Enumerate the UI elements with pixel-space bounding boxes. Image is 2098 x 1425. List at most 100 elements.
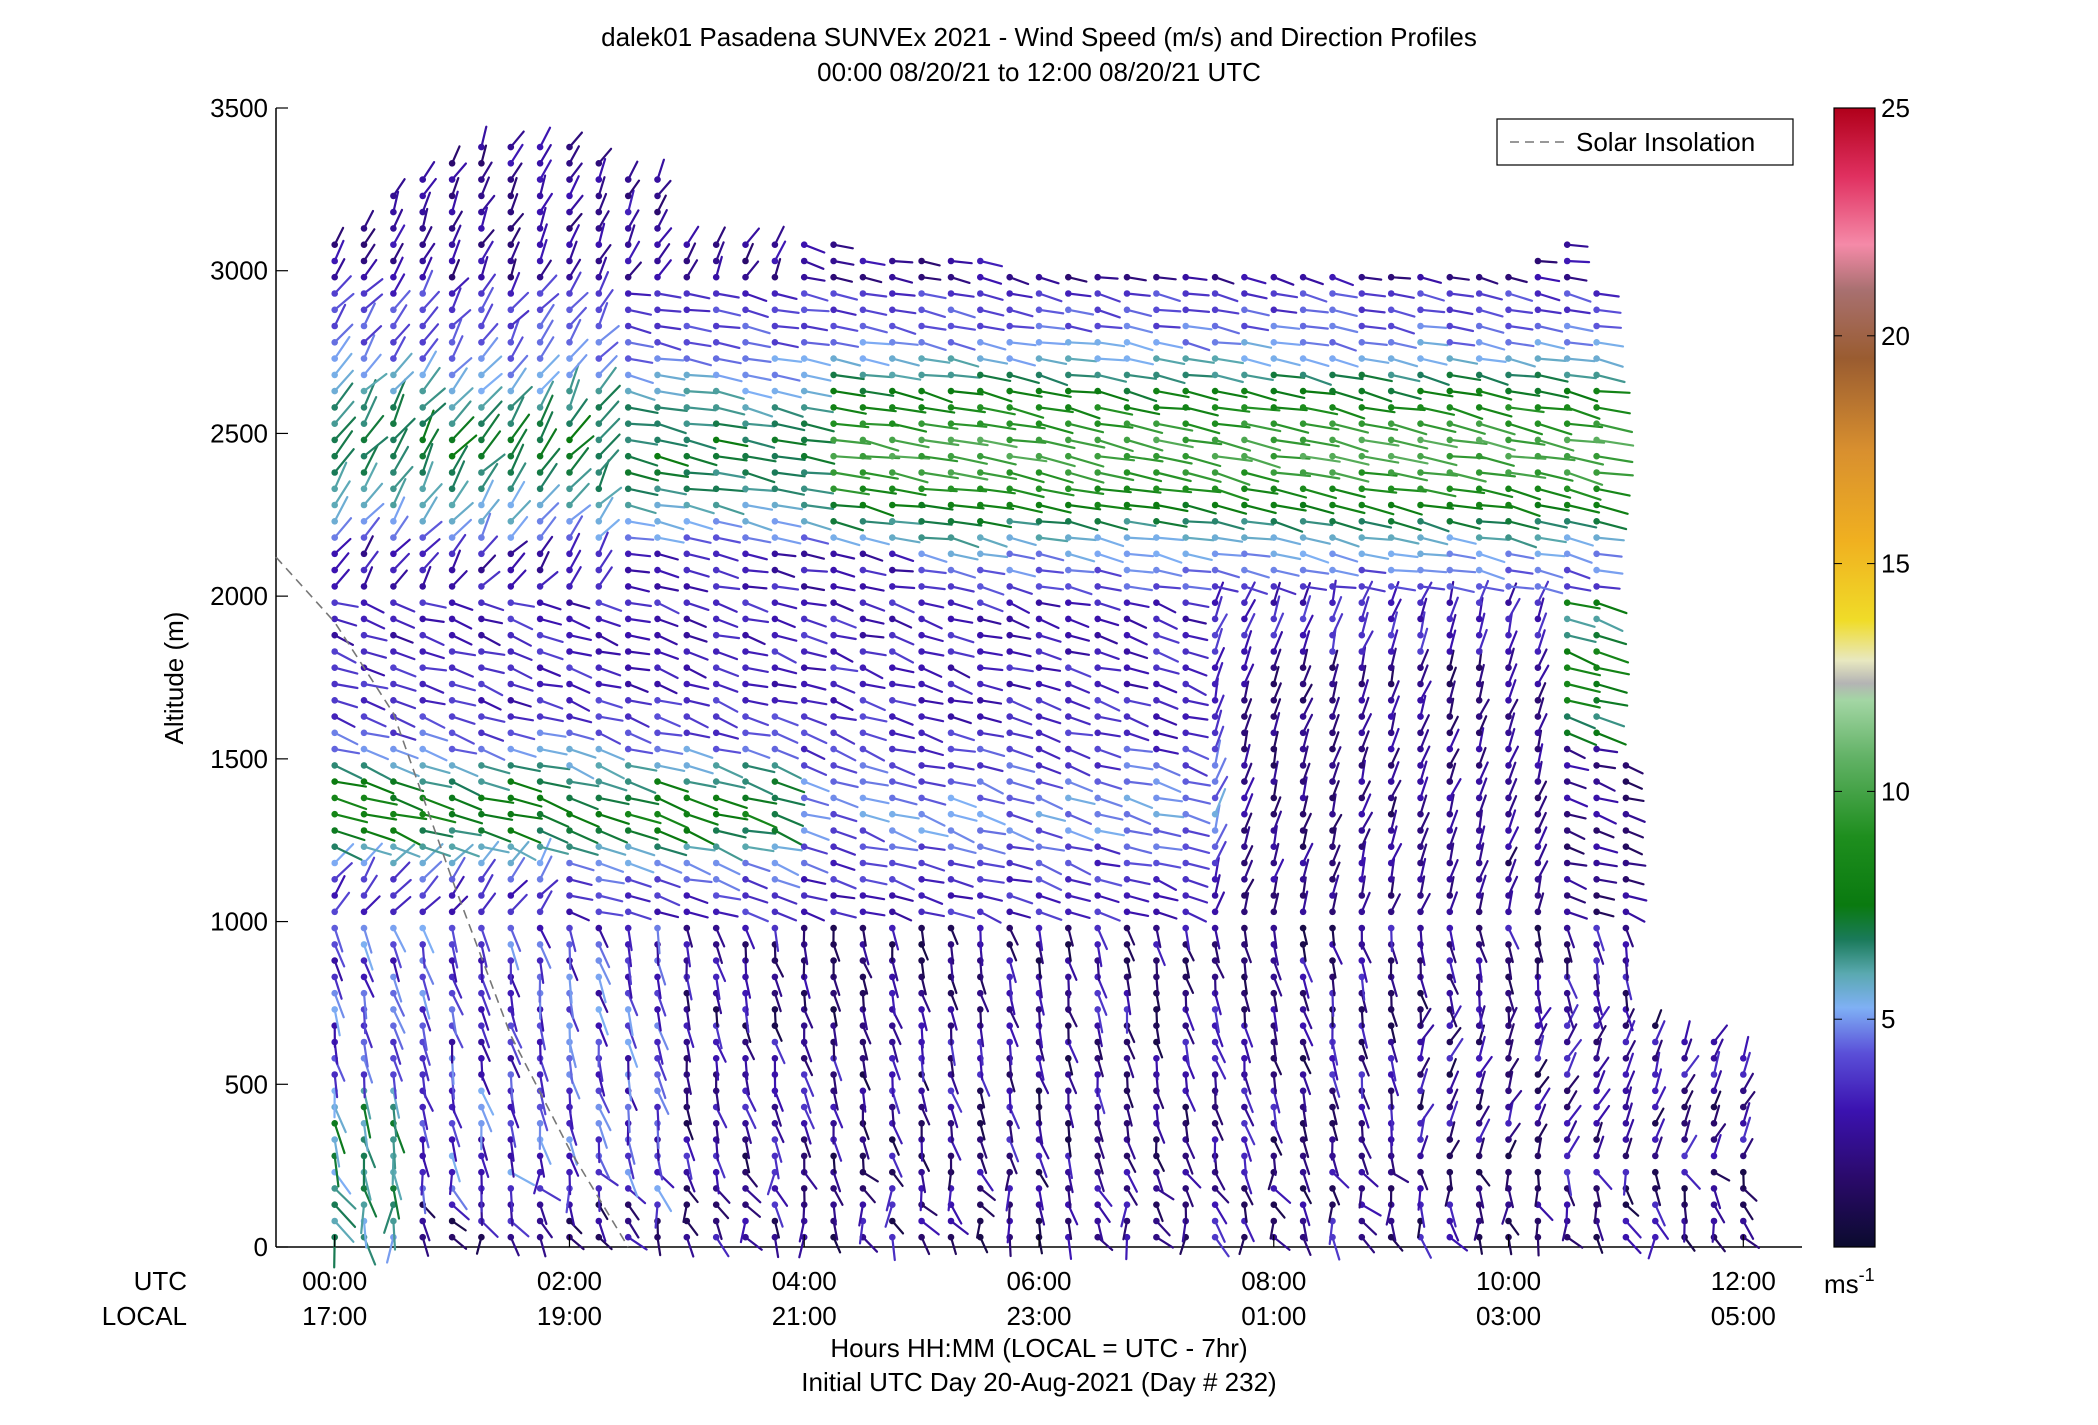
wind-barb-shaft — [597, 449, 620, 474]
wind-barb-point — [1270, 583, 1278, 590]
wind-barb-point — [595, 192, 603, 200]
wind-barb-point — [1270, 908, 1278, 916]
wind-barb-shaft — [1067, 503, 1102, 511]
wind-barb-shaft — [744, 813, 778, 829]
wind-barb-point — [1123, 387, 1131, 395]
wind-barb-shaft — [744, 406, 774, 418]
wind-barb-shaft — [627, 552, 652, 558]
wind-barb-point — [1417, 892, 1424, 899]
wind-barb-point — [1270, 1201, 1278, 1208]
wind-barb-point — [595, 1136, 603, 1143]
wind-barb-point — [771, 1103, 779, 1111]
wind-barb-point — [1299, 273, 1307, 281]
wind-barb-point — [683, 729, 691, 737]
wind-barb-shaft — [656, 894, 681, 907]
wind-barb-shaft — [627, 731, 652, 744]
wind-barb-shaft — [1478, 612, 1486, 637]
wind-barb-shaft — [861, 471, 899, 480]
wind-barb-point — [595, 404, 603, 411]
wind-barb-shaft — [1037, 699, 1062, 711]
wind-barb-point — [507, 387, 515, 395]
wind-barb-point — [1270, 778, 1278, 785]
wind-barb-point — [1387, 859, 1395, 867]
wind-barb-shaft — [451, 533, 467, 555]
wind-barb-shaft — [509, 318, 521, 344]
wind-barb-point — [830, 648, 837, 655]
wind-barb-point — [1299, 827, 1307, 834]
wind-barb-point — [419, 452, 427, 460]
wind-barb-shaft — [1360, 596, 1370, 621]
wind-barb-point — [1475, 420, 1483, 428]
wind-barb-shaft — [333, 480, 351, 507]
wind-barb-shaft — [803, 1122, 812, 1145]
wind-barb-point — [1299, 973, 1307, 981]
wind-barb-point — [360, 989, 368, 997]
wind-barb-shaft — [333, 1138, 341, 1168]
wind-barb-point — [683, 631, 691, 639]
wind-barb-shaft — [1184, 438, 1223, 446]
wind-barb-point — [1035, 1152, 1043, 1160]
wind-barb-shaft — [1331, 1154, 1340, 1177]
wind-barb-point — [507, 306, 515, 314]
wind-barb-shaft — [1184, 520, 1217, 524]
wind-barb-point — [947, 501, 955, 509]
wind-barb-point — [771, 436, 779, 444]
wind-barb-shaft — [627, 1040, 639, 1068]
wind-barb-point — [1182, 273, 1189, 281]
wind-barb-shaft — [1301, 520, 1334, 527]
wind-barb-point — [1211, 469, 1219, 476]
wind-barb-point — [595, 973, 603, 981]
wind-barb-shaft — [744, 959, 748, 983]
wind-barb-point — [712, 1120, 720, 1127]
wind-barb-shaft — [861, 520, 894, 526]
wind-barb-shaft — [715, 829, 747, 839]
wind-barb-shaft — [627, 666, 651, 672]
wind-barb-shaft — [1478, 761, 1489, 783]
wind-barb-shaft — [1301, 357, 1330, 367]
wind-barb-point — [360, 355, 368, 362]
wind-barb-point — [478, 290, 485, 297]
wind-barb-shaft — [597, 271, 610, 295]
wind-barb-shaft — [568, 1154, 580, 1177]
wind-barb-point — [419, 534, 427, 541]
wind-barb-point — [1123, 469, 1131, 476]
wind-barb-shaft — [1008, 503, 1043, 514]
wind-barb-point — [1065, 1055, 1072, 1062]
wind-barb-shaft — [1331, 663, 1339, 686]
wind-barb-point — [1299, 1038, 1307, 1046]
wind-barb-shaft — [451, 843, 474, 865]
wind-barb-shaft — [597, 566, 613, 588]
wind-barb-point — [536, 583, 544, 590]
wind-barb-shaft — [1067, 780, 1094, 793]
wind-barb-point — [1446, 1071, 1454, 1078]
wind-barb-point — [536, 843, 544, 850]
wind-barb-shaft — [1155, 780, 1182, 793]
wind-barb-point — [595, 989, 603, 997]
wind-barb-shaft — [1448, 778, 1462, 800]
wind-barb-shaft — [861, 503, 895, 517]
wind-barb-point — [1270, 1185, 1278, 1192]
wind-barb-point — [1387, 1087, 1395, 1095]
wind-barb-point — [1446, 485, 1454, 493]
wind-barb-shaft — [538, 975, 542, 1003]
wind-barb-point — [683, 1038, 691, 1046]
wind-barb-shaft — [392, 496, 406, 523]
wind-barb-point — [360, 1152, 368, 1160]
wind-barb-point — [478, 778, 485, 785]
wind-barb-point — [448, 745, 456, 753]
wind-barb-shaft — [1243, 341, 1273, 349]
wind-barb-point — [566, 192, 573, 200]
wind-barb-point — [536, 599, 544, 606]
wind-barb-shaft — [832, 471, 871, 480]
wind-barb-shaft — [1243, 568, 1270, 579]
wind-barb-point — [536, 192, 544, 200]
wind-barb-shaft — [509, 462, 527, 490]
wind-barb-point — [390, 322, 397, 330]
wind-barb-shaft — [1008, 1089, 1012, 1114]
wind-barb-point — [1387, 729, 1395, 737]
wind-barb-shaft — [1213, 1024, 1224, 1048]
wind-barb-shaft — [1184, 1073, 1189, 1097]
wind-barb-shaft — [773, 324, 800, 330]
wind-barb-point — [1417, 908, 1424, 916]
wind-barb-point — [507, 550, 515, 558]
